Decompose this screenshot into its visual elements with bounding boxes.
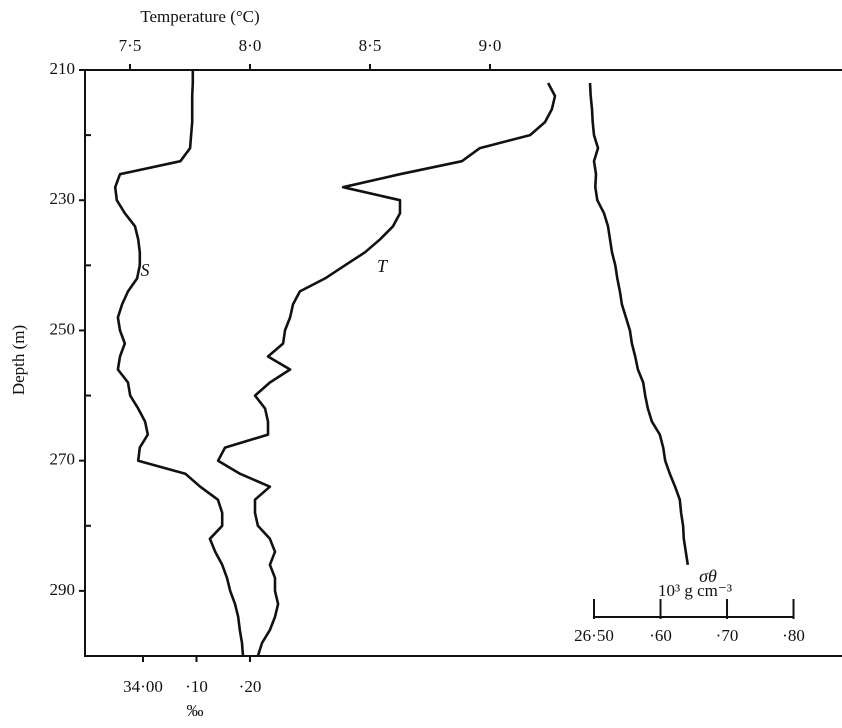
profile-line: [216, 82, 557, 657]
profile-line: [588, 82, 690, 565]
y-axis-title: Depth (m): [9, 325, 28, 395]
y-tick-label: 290: [50, 580, 76, 599]
y-tick-label: 270: [50, 450, 76, 469]
series-label: T: [377, 256, 389, 276]
series-label: S: [141, 260, 150, 280]
x-top-tick-label: 7·5: [119, 36, 142, 55]
inset-tick-label: ·70: [716, 626, 739, 645]
inset-tick-label: ·80: [782, 626, 805, 645]
x-bottom-tick-label: ·20: [239, 677, 262, 696]
x-top-tick-label: 9·0: [479, 36, 502, 55]
x-top-tick-label: 8·5: [359, 36, 382, 55]
y-tick-label: 250: [50, 319, 76, 338]
x-bottom-tick-label: 34·00: [123, 677, 163, 696]
x-top-tick-label: 8·0: [239, 36, 262, 55]
y-tick-label: 230: [50, 189, 76, 208]
series-label: σθ: [699, 566, 717, 586]
x-bottom-axis-title: ‰: [187, 701, 204, 720]
x-top-axis-title: Temperature (°C): [140, 7, 259, 26]
y-tick-label: 210: [50, 59, 76, 78]
profile-line: [113, 70, 245, 657]
x-bottom-tick-label: ·10: [185, 677, 208, 696]
inset-tick-label: ·60: [649, 626, 672, 645]
inset-axis-title: 10³ g cm⁻³: [658, 581, 732, 600]
inset-tick-label: 26·50: [574, 626, 614, 645]
